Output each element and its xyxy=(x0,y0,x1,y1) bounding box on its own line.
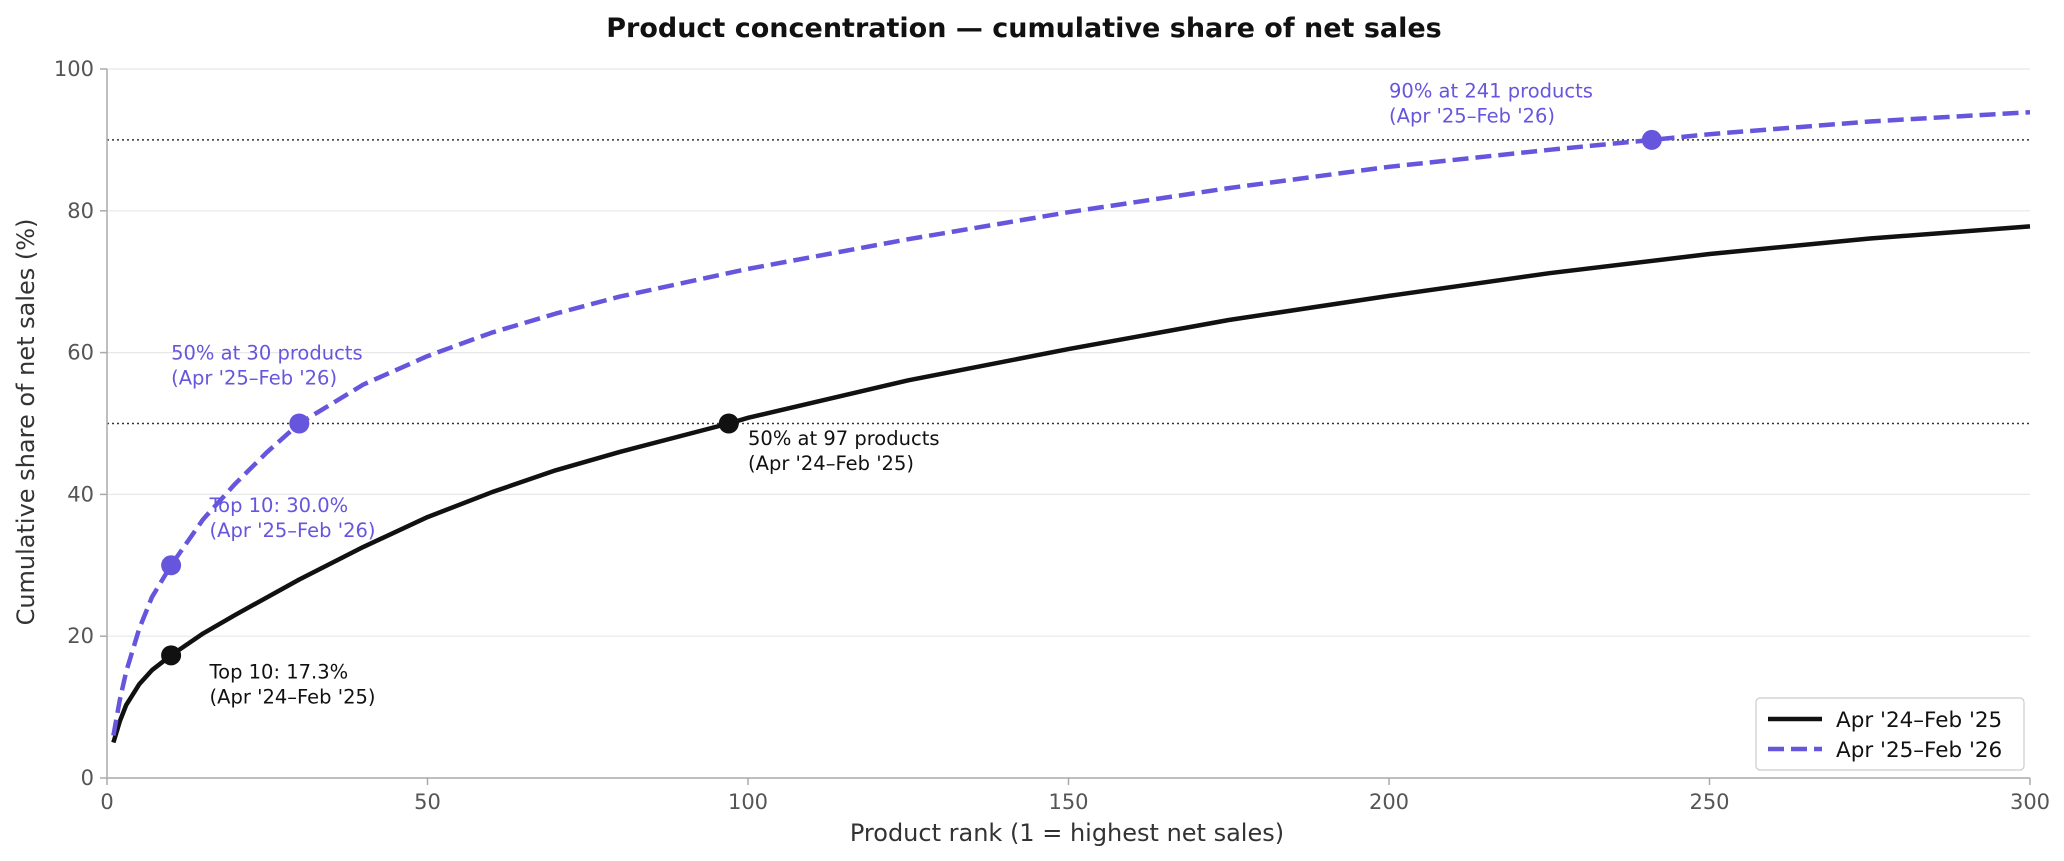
y-tick-label: 100 xyxy=(54,57,94,81)
series-line-1 xyxy=(111,109,2031,736)
y-tick-label: 40 xyxy=(67,482,94,506)
x-tick-label: 50 xyxy=(414,790,441,814)
y-axis-label: Cumulative share of net sales (%) xyxy=(12,219,40,626)
legend-box xyxy=(1755,697,2025,771)
annotation-text: (Apr '24–Feb '25) xyxy=(210,686,376,709)
annotation-text: (Apr '25–Feb '26) xyxy=(210,519,376,542)
x-tick-label: 250 xyxy=(1689,790,1729,814)
x-tick-label: 300 xyxy=(2010,790,2050,814)
annotation-text: (Apr '25–Feb '26) xyxy=(171,367,337,390)
data-marker xyxy=(161,555,182,576)
y-tick-label: 0 xyxy=(81,766,94,790)
annotation-text: (Apr '24–Feb '25) xyxy=(748,452,914,475)
chart-title: Product concentration — cumulative share… xyxy=(606,13,1442,44)
data-marker xyxy=(161,645,182,666)
y-tick-label: 60 xyxy=(67,341,94,365)
annotation-text: 50% at 30 products xyxy=(171,342,363,365)
data-marker xyxy=(289,413,310,434)
data-marker xyxy=(1641,129,1662,150)
legend-label: Apr '24–Feb '25 xyxy=(1836,708,2002,733)
annotation-text: (Apr '25–Feb '26) xyxy=(1389,104,1555,127)
legend: Apr '24–Feb '25 Apr '25–Feb '26 xyxy=(1755,697,2025,771)
annotation-text: 90% at 241 products xyxy=(1389,79,1593,102)
y-tick-label: 80 xyxy=(67,199,94,223)
x-tick-label: 150 xyxy=(1048,790,1088,814)
data-marker xyxy=(718,413,739,434)
annotation-text: 50% at 97 products xyxy=(748,427,940,450)
y-tick-label: 20 xyxy=(67,624,94,648)
x-tick-label: 100 xyxy=(728,790,768,814)
x-tick-label: 0 xyxy=(100,790,113,814)
annotation-text: Top 10: 17.3% xyxy=(209,661,349,684)
series-line-0 xyxy=(111,224,2031,744)
annotation-text: Top 10: 30.0% xyxy=(209,494,349,517)
legend-label: Apr '25–Feb '26 xyxy=(1836,738,2002,763)
x-axis-label: Product rank (1 = highest net sales) xyxy=(850,819,1284,847)
x-tick-label: 200 xyxy=(1369,790,1409,814)
